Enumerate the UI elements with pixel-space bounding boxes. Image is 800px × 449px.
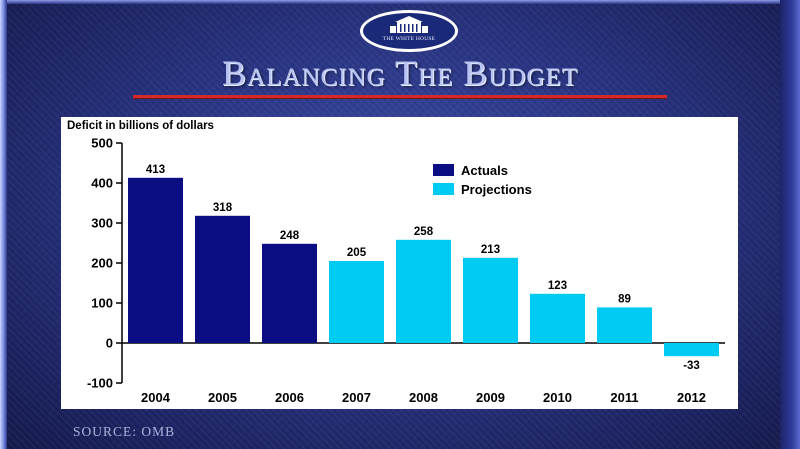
frame-top-edge (0, 0, 800, 4)
bar-2006 (262, 243, 317, 343)
bar-chart: -100 0 100 200 300 400 500 413 2004 318 2005 248 200… (87, 136, 725, 405)
x-tick-label-2011: 2011 (610, 390, 638, 405)
x-tick-label-2005: 2005 (208, 390, 237, 405)
y-tick-label: 100 (91, 296, 113, 311)
x-tick-label-2008: 2008 (409, 390, 438, 405)
y-tick-label: -100 (87, 376, 113, 391)
title-underline (133, 95, 667, 99)
data-label-2012: -33 (683, 360, 700, 372)
legend-swatch-actual (433, 164, 454, 176)
bar-2008 (396, 239, 451, 343)
data-label-2007: 205 (347, 247, 367, 259)
legend-label-actual: Actuals (461, 163, 508, 178)
bar-2007 (329, 261, 384, 343)
chart-panel: Deficit in billions of dollars -100 0 100 2… (61, 117, 738, 409)
y-tick-label: 200 (91, 256, 113, 271)
x-tick-label-2012: 2012 (677, 390, 706, 405)
bar-2011 (597, 307, 652, 343)
source-note: SOURCE: OMB (73, 424, 176, 439)
x-tick-label-2010: 2010 (543, 390, 572, 405)
data-label-2004: 413 (146, 164, 165, 176)
x-tick-label-2007: 2007 (342, 390, 371, 405)
bar-2009 (463, 257, 518, 343)
y-tick-label: 500 (91, 136, 113, 151)
slide-title: Balancing The Budget (222, 53, 578, 93)
bar-2010 (530, 293, 585, 343)
bar-2012 (664, 343, 719, 357)
data-label-2009: 213 (481, 244, 500, 256)
data-label-2006: 248 (280, 230, 300, 242)
white-house-building-icon (390, 16, 428, 33)
legend-label-projection: Projections (461, 182, 532, 197)
legend-swatch-projection (433, 183, 454, 195)
data-label-2005: 318 (213, 202, 233, 214)
white-house-seal: THE WHITE HOUSE (360, 10, 458, 52)
y-tick-label: 400 (91, 176, 113, 191)
x-tick-label-2009: 2009 (476, 390, 505, 405)
y-tick-label: 300 (91, 216, 113, 231)
x-tick-label-2004: 2004 (141, 390, 171, 405)
frame-right-edge (780, 0, 800, 449)
bar-2004 (128, 177, 183, 343)
y-axis-title: Deficit in billions of dollars (67, 120, 214, 132)
data-label-2011: 89 (618, 293, 631, 305)
data-label-2008: 258 (414, 226, 434, 238)
data-label-2010: 123 (548, 280, 567, 292)
bar-2005 (195, 215, 250, 343)
y-tick-label: 0 (106, 336, 113, 351)
seal-text: THE WHITE HOUSE (382, 36, 436, 42)
x-tick-label-2006: 2006 (275, 390, 304, 405)
frame-left-edge (0, 0, 7, 449)
